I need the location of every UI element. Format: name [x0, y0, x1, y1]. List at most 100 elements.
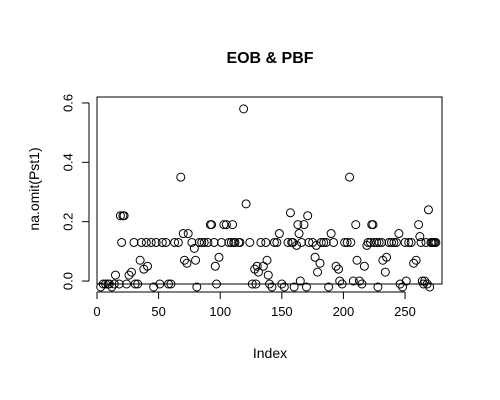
scatter-point: [96, 282, 106, 292]
scatter-point: [415, 232, 425, 242]
scatter-point: [277, 279, 287, 289]
scatter-point: [117, 237, 127, 247]
scatter-point: [301, 282, 311, 292]
scatter-point: [337, 279, 347, 289]
scatter-point: [299, 220, 309, 230]
scatter-point: [163, 279, 173, 289]
scatter-point: [283, 237, 293, 247]
scatter-point: [228, 220, 238, 230]
scatter-point: [256, 237, 266, 247]
scatter-point: [409, 258, 419, 268]
scatter-point: [261, 237, 271, 247]
scatter-point: [380, 267, 390, 277]
scatter-point: [183, 229, 193, 239]
scatter-point: [321, 237, 331, 247]
scatter-point: [182, 258, 192, 268]
scatter-point: [267, 282, 277, 292]
y-tick-label: 0.6: [60, 94, 75, 112]
scatter-point: [224, 237, 234, 247]
scatter-point: [136, 237, 146, 247]
scatter-point: [394, 229, 404, 239]
scatter-point: [416, 237, 426, 247]
scatter-point: [109, 279, 119, 289]
scatter-point: [285, 208, 295, 218]
scatter-point: [422, 279, 432, 289]
scatter-point: [391, 237, 401, 247]
scatter-point: [329, 237, 339, 247]
scatter-point: [149, 282, 159, 292]
scatter-point: [351, 220, 361, 230]
scatter-point: [141, 237, 151, 247]
scatter-point: [130, 279, 140, 289]
scatter-point: [354, 276, 364, 286]
scatter-point: [107, 282, 117, 292]
scatter-point: [269, 237, 279, 247]
scatter-point: [303, 211, 313, 221]
scatter-point: [400, 237, 410, 247]
scatter-point: [395, 279, 405, 289]
scatter-point: [247, 279, 257, 289]
scatter-point: [374, 237, 384, 247]
scatter-point: [423, 205, 433, 215]
scatter-point: [369, 237, 379, 247]
scatter-point: [366, 237, 376, 247]
scatter-point: [124, 270, 134, 280]
scatter-point: [386, 237, 396, 247]
scatter-point: [252, 261, 262, 271]
scatter-point: [272, 237, 282, 247]
x-axis-label: Index: [253, 345, 287, 361]
scatter-point: [319, 237, 329, 247]
scatter-point: [207, 220, 217, 230]
scatter-point: [210, 261, 220, 271]
scatter-point: [384, 237, 394, 247]
scatter-point: [279, 282, 289, 292]
scatter-point: [199, 237, 209, 247]
scatter-point: [352, 255, 362, 265]
scatter-point: [293, 220, 303, 230]
scatter-point: [342, 237, 352, 247]
scatter-point: [310, 252, 320, 262]
x-tick-label: 100: [209, 304, 231, 319]
scatter-point: [368, 220, 378, 230]
x-tick-label: 150: [271, 304, 293, 319]
scatter-point: [431, 237, 441, 247]
scatter-point: [129, 237, 139, 247]
y-tick-label: 0.0: [60, 272, 75, 290]
scatter-point: [311, 240, 321, 250]
scatter-point: [274, 229, 284, 239]
scatter-point: [173, 237, 183, 247]
scatter-point: [253, 267, 263, 277]
scatter-point: [216, 237, 226, 247]
scatter-point: [241, 199, 251, 209]
scatter-point: [176, 172, 186, 182]
scatter-point: [292, 240, 302, 250]
scatter-point: [297, 237, 307, 247]
x-tick-label: 0: [93, 304, 100, 319]
scatter-point: [411, 255, 421, 265]
scatter-point: [421, 237, 431, 247]
scatter-point: [101, 279, 111, 289]
scatter-point: [157, 237, 167, 247]
scatter-point: [166, 279, 176, 289]
scatter-point: [406, 237, 416, 247]
scatter-point: [251, 279, 261, 289]
scatter-point: [189, 243, 199, 253]
y-axis: 0.0 0.2 0.4 0.6: [60, 94, 90, 290]
scatter-point: [295, 276, 305, 286]
scatter-point: [114, 279, 124, 289]
scatter-point: [221, 220, 231, 230]
scatter-point: [289, 282, 299, 292]
chart-title: EOB & PBF: [226, 50, 313, 67]
scatter-point: [340, 237, 350, 247]
scatter-point: [372, 237, 382, 247]
scatter-point: [212, 279, 222, 289]
scatter-point: [363, 237, 373, 247]
scatter-point: [230, 237, 240, 247]
scatter-point: [404, 237, 414, 247]
scatter-point: [324, 282, 334, 292]
x-tick-label: 50: [151, 304, 165, 319]
scatter-point: [219, 220, 229, 230]
scatter-point: [414, 220, 424, 230]
